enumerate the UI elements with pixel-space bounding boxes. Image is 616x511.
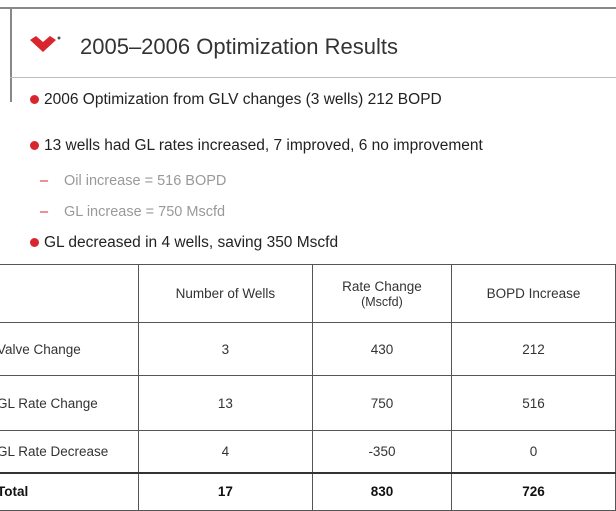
results-table: Number of Wells Rate Change (Mscfd) BOPD In… [0, 264, 616, 511]
header-cell: Number of Wells [138, 264, 313, 323]
bullet: 2006 Optimization from GLV changes (3 we… [44, 91, 442, 108]
row: Total 17 830 726 [0, 471, 616, 511]
sub-dash: – [40, 173, 49, 189]
cell: 750 [311, 375, 453, 431]
cell: 726 [451, 471, 616, 511]
cell: Valve Change [0, 322, 139, 376]
left-rule [10, 7, 12, 102]
row: GL Rate Change 13 750 516 [0, 375, 616, 431]
top-rule [0, 7, 616, 9]
cell: 13 [138, 375, 313, 431]
sub-bullet: GL increase = 750 Mscfd [64, 204, 226, 220]
cell: 0 [451, 430, 616, 473]
cell: -350 [311, 430, 453, 473]
header-cell: BOPD Increase [451, 264, 616, 323]
row: GL Rate Decrease 4 -350 0 [0, 430, 616, 473]
header-cell [0, 264, 139, 323]
bullet-dot [30, 238, 39, 247]
bullet-dot [30, 141, 39, 150]
cell: Total [0, 471, 139, 511]
bullet: 13 wells had GL rates increased, 7 impro… [44, 137, 483, 154]
cell: 516 [451, 375, 616, 431]
cell: 17 [138, 471, 313, 511]
title-rule [10, 77, 616, 78]
cell: GL Rate Change [0, 375, 139, 431]
bullet: GL decreased in 4 wells, saving 350 Mscf… [44, 234, 339, 251]
logo [30, 36, 61, 52]
sub-bullet: Oil increase = 516 BOPD [64, 173, 227, 189]
title: 2005–2006 Optimization Results [80, 34, 398, 59]
header-cell: Rate Change (Mscfd) [311, 264, 453, 323]
cell: 830 [311, 471, 453, 511]
row: Valve Change 3 430 212 [0, 322, 616, 376]
cell: 4 [138, 430, 313, 473]
cell: 212 [451, 322, 616, 376]
cell: 3 [138, 322, 313, 376]
sub-dash: – [40, 204, 49, 220]
cell: 430 [311, 322, 453, 376]
bullet-dot [30, 95, 39, 104]
header-row: Number of Wells Rate Change (Mscfd) BOPD In… [0, 264, 616, 323]
cell: GL Rate Decrease [0, 430, 139, 473]
